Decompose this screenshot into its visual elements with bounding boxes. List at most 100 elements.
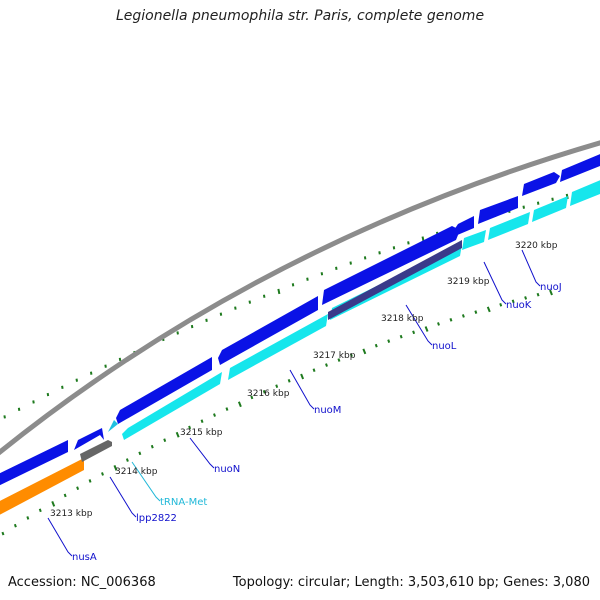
outer-tick xyxy=(277,288,281,295)
gene-nuoL-forward xyxy=(322,226,460,305)
gene-tRNA-Met xyxy=(108,420,118,432)
inner-tick xyxy=(524,296,528,300)
outer-tick xyxy=(219,312,223,316)
outer-tick xyxy=(262,294,266,298)
gene-leader-line xyxy=(405,304,433,346)
outer-tick xyxy=(392,246,396,250)
gene-label: nuoL xyxy=(432,341,457,352)
outer-tick xyxy=(61,385,64,390)
inner-tick xyxy=(113,465,118,471)
outer-tick xyxy=(46,392,50,397)
inner-tick xyxy=(88,479,92,483)
kbp-label: 3213 kbp xyxy=(50,509,93,519)
outer-tick xyxy=(205,318,208,323)
inner-tick xyxy=(461,314,465,318)
outer-tick xyxy=(291,283,295,287)
gene-nuoJ-forward xyxy=(478,196,518,224)
gene-label: nuoK xyxy=(506,300,532,311)
gene-label: nusA xyxy=(72,552,97,563)
kbp-label: 3214 kbp xyxy=(115,467,158,477)
backbone-track xyxy=(0,140,600,456)
gene-nuoH-reverse xyxy=(570,180,600,206)
outer-tick xyxy=(248,300,252,304)
inner-tick xyxy=(250,395,254,400)
inner-tick xyxy=(101,472,104,476)
inner-tick xyxy=(499,302,503,307)
inner-tick xyxy=(213,413,216,417)
inner-tick xyxy=(449,318,453,322)
inner-tick xyxy=(312,368,316,373)
inner-tick xyxy=(225,407,229,411)
inner-tick xyxy=(536,292,540,297)
gene-leader-line xyxy=(521,249,541,287)
inner-tick xyxy=(237,401,242,408)
outer-tick xyxy=(176,331,179,335)
inner-tick xyxy=(287,378,291,383)
inner-tick xyxy=(374,343,378,348)
gene-nuoN-forward xyxy=(116,357,212,424)
backbone-line xyxy=(0,140,600,456)
inner-tick xyxy=(399,334,403,339)
gene-label: lpp2822 xyxy=(136,513,177,524)
outer-tick xyxy=(320,272,324,276)
inner-tick xyxy=(76,486,80,490)
outer-tick xyxy=(306,277,309,281)
gene-nuoN-reverse xyxy=(122,372,222,440)
inner-tick xyxy=(412,330,416,335)
inner-tick xyxy=(437,322,440,326)
inner-tick xyxy=(325,363,328,367)
gene-lpp2822 xyxy=(80,440,112,462)
gene-leader-line xyxy=(483,261,507,305)
gene-nusA-forward xyxy=(0,440,68,486)
outer-tick xyxy=(75,378,78,382)
outer-tick xyxy=(190,324,194,329)
inner-tick xyxy=(200,419,204,424)
gene-nuoK-forward xyxy=(454,216,474,236)
gene-nuoH-forward xyxy=(560,154,600,182)
kbp-label: 3216 kbp xyxy=(247,389,290,399)
gene-label-leaders xyxy=(47,249,541,557)
outer-tick xyxy=(335,266,338,271)
outer-tick xyxy=(3,415,6,419)
kbp-labels: 3213 kbp 3214 kbp 3215 kbp 3216 kbp 3217 kbp… xyxy=(50,241,558,519)
accession-text: Accession: NC_006368 xyxy=(8,575,156,590)
gene-label: nuoJ xyxy=(540,282,562,293)
gene-nuoK-reverse xyxy=(462,230,486,250)
inner-tick xyxy=(337,358,341,362)
inner-tick xyxy=(424,326,429,332)
gene-label: tRNA-Met xyxy=(160,497,207,508)
inner-tick xyxy=(26,516,30,520)
outer-tick xyxy=(378,251,381,255)
inner-tick xyxy=(63,493,67,498)
outer-tick xyxy=(234,306,237,310)
inner-tick xyxy=(275,384,279,389)
outer-tick xyxy=(349,261,352,265)
gene-lpp-forward xyxy=(74,428,104,450)
outer-tick xyxy=(17,407,21,412)
inner-tick xyxy=(175,431,180,438)
gene-nuoI-forward xyxy=(522,172,560,196)
inner-tick xyxy=(511,299,515,304)
kbp-label: 3220 kbp xyxy=(515,241,558,251)
inner-tick xyxy=(1,531,5,536)
kbp-label: 3215 kbp xyxy=(180,428,223,438)
inner-tick xyxy=(138,451,142,456)
inner-tick-marks xyxy=(1,289,553,536)
outer-tick xyxy=(363,256,367,260)
inner-tick xyxy=(300,373,305,380)
gene-leader-line xyxy=(289,369,315,410)
inner-tick xyxy=(51,500,56,507)
inner-tick xyxy=(125,458,129,462)
map-title: Legionella pneumophila str. Paris, compl… xyxy=(115,8,485,24)
gene-leader-line xyxy=(189,437,215,469)
gene-nusA xyxy=(0,458,84,515)
gene-nuoL-overlay xyxy=(328,240,462,320)
outer-tick xyxy=(32,400,35,404)
kbp-label: 3219 kbp xyxy=(447,277,490,287)
inner-tick xyxy=(349,353,353,358)
kbp-label: 3218 kbp xyxy=(381,314,424,324)
inner-tick xyxy=(362,348,367,355)
gene-label: nuoM xyxy=(314,405,341,416)
gene-labels: nusA lpp2822 tRNA-Met nuoN nuoM nuoL nuoK nuoJ xyxy=(72,282,562,563)
